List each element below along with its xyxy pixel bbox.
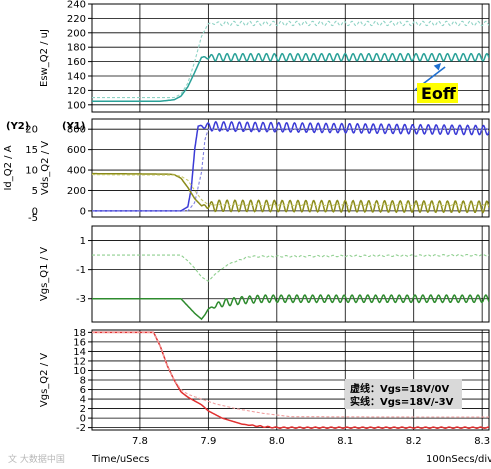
panel-1: 100 120 140 160 180 200 220 240 Esw_Q2 / uJ	[39, 0, 490, 113]
legend-line-2: 实线：Vgs=18V/-3V	[350, 395, 454, 408]
y-tick-label: 160	[67, 57, 86, 68]
y-tick-label: 140	[67, 72, 86, 83]
series-line-3	[92, 172, 489, 214]
y-tick-label: -3	[76, 294, 86, 305]
series-line-4	[92, 174, 489, 207]
series-line-1	[92, 294, 489, 321]
x-tick-label: 7.9	[200, 436, 216, 447]
legend-line-1: 虚线：Vgs=18V/0V	[350, 382, 449, 395]
panel-3: 1 -1 -3 Vgs_Q1 / V	[39, 225, 490, 323]
annotation-layer: Eoff 虚线：Vgs=18V/0V 实线：Vgs=18V/-3V	[345, 63, 462, 409]
watermark: 文 大数据中国	[8, 453, 65, 465]
x-tick-label: 7.8	[132, 436, 148, 447]
legend-box	[345, 379, 462, 409]
x-scale-label: 100nSecs/div	[426, 454, 491, 465]
y-tick-label: 100	[67, 100, 86, 111]
y-axis-label: Vgs_Q1 / V	[39, 247, 50, 301]
y2-tick-label: -5	[28, 213, 38, 224]
y-tick-label: 8	[80, 376, 86, 387]
y-axis-label: Vgs_Q2 / V	[39, 353, 50, 407]
y-tick-label: 120	[67, 86, 86, 97]
series-line-1	[92, 52, 489, 102]
x-tick-label: 8.1	[337, 436, 353, 447]
y-tick-label: 200	[67, 186, 86, 197]
y-tick-label: 12	[73, 356, 86, 367]
y-tick-label: -1	[76, 265, 86, 276]
y2-tick-label: 5	[32, 186, 38, 197]
y2-axis-label: Id_Q2 / A	[3, 145, 14, 190]
series-line-2	[92, 127, 489, 212]
y-tick-label: 14	[73, 347, 86, 358]
x-axis-label: Time/uSecs	[91, 454, 149, 465]
y-tick-label: 18	[73, 328, 86, 339]
eoff-label-box	[417, 83, 458, 103]
panel-frame	[91, 225, 490, 323]
y2-tick-label: 10	[25, 166, 38, 177]
panel-2: 0 200 400 600 800 0 5 10 15 20 -5 (Y1) (Y2) Id_Q2 / A…	[3, 118, 490, 224]
y-tick-label: 0	[80, 414, 86, 425]
y2-tick-label: 20	[25, 125, 38, 136]
y-tick-label: 600	[67, 145, 86, 156]
y-tick-label: 6	[80, 385, 86, 396]
x-tick-label: 8.3	[474, 436, 490, 447]
y-tick-label: 220	[67, 14, 86, 25]
series-line-2	[92, 331, 489, 418]
y-axis-label: Esw_Q2 / uJ	[39, 29, 50, 87]
series-line-2	[92, 20, 489, 99]
y-tick-label: 800	[67, 125, 86, 136]
y2-tick-label: 15	[25, 145, 38, 156]
y-tick-label: 4	[80, 395, 86, 406]
y-tick-label: 16	[73, 337, 86, 348]
y-tick-label: 180	[67, 43, 86, 54]
series-line-2	[92, 253, 489, 282]
x-tick-label: 8.2	[406, 436, 422, 447]
eoff-arrow-head	[433, 63, 442, 71]
y1-axis-tag: (Y1)	[62, 121, 85, 132]
eoff-label: Eoff	[421, 84, 457, 103]
y-tick-label: -2	[76, 423, 86, 434]
y-tick-label: 0	[80, 206, 86, 217]
x-tick-label: 8.0	[269, 436, 285, 447]
y-tick-label: 240	[67, 0, 86, 11]
y-tick-label: 400	[67, 166, 86, 177]
y-tick-label: 200	[67, 28, 86, 39]
y-axis-label: Vds_Q2 / V	[40, 141, 51, 195]
y-tick-label: 10	[73, 366, 86, 377]
y2-axis-tag: (Y2)	[6, 121, 29, 132]
y-tick-label: 1	[80, 236, 86, 247]
y-tick-label: 2	[80, 404, 86, 415]
y2-tick-label: 0	[32, 206, 38, 217]
